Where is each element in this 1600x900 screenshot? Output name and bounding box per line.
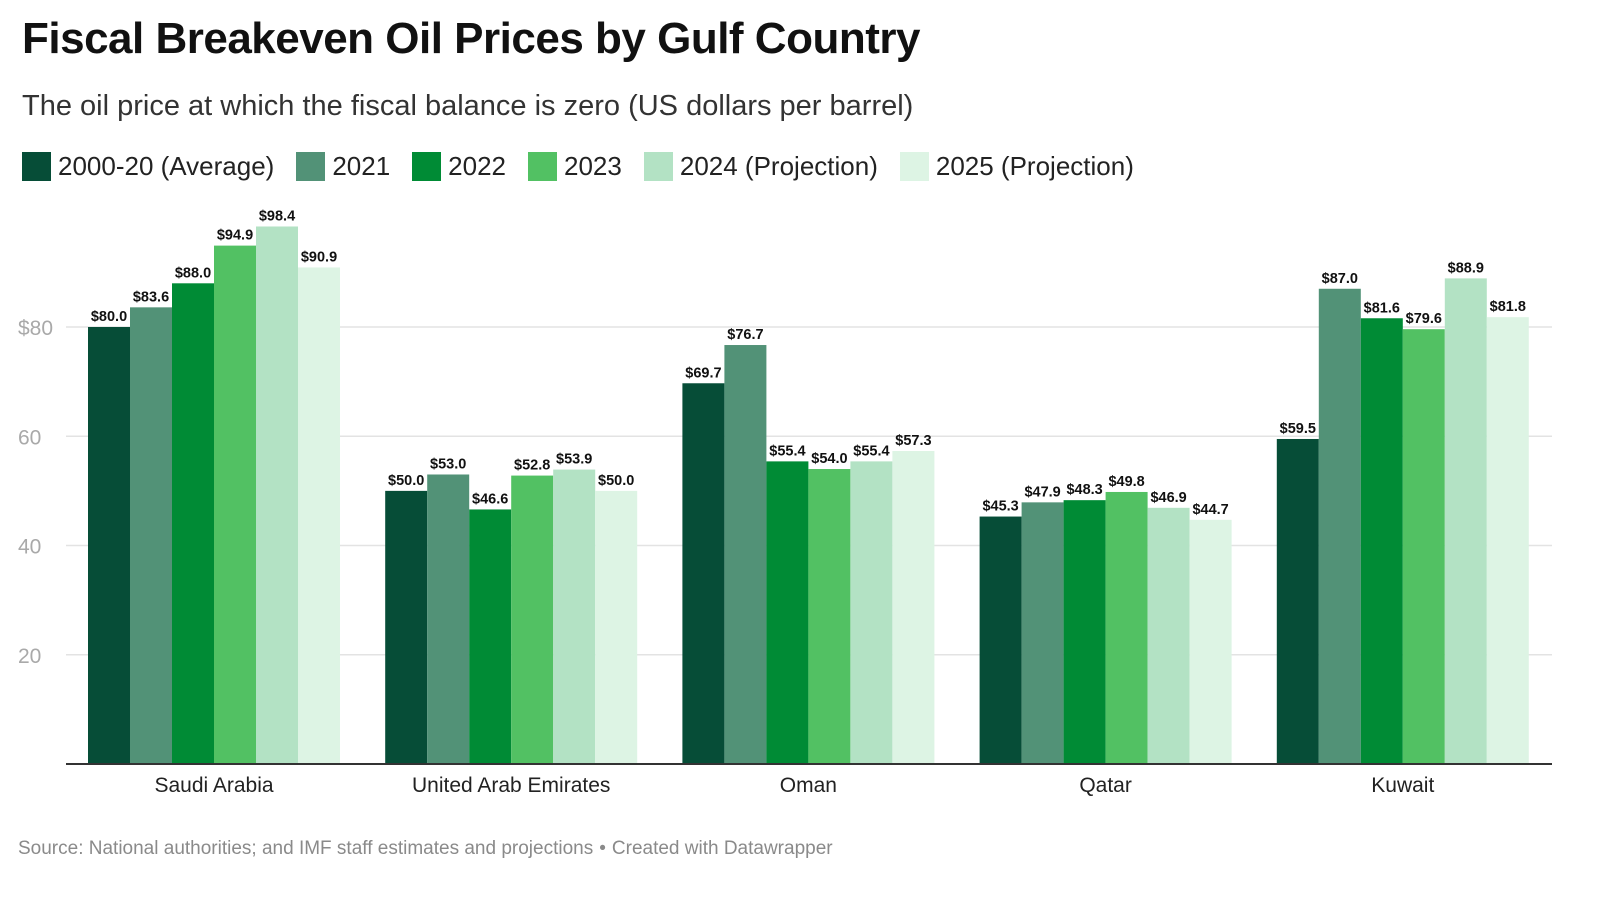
bar-value-label: $90.9 [301,249,337,265]
y-tick-label: $80 [18,317,53,340]
bar-value-label: $44.7 [1192,502,1228,518]
bar [1189,519,1232,764]
chart-subtitle: The oil price at which the fiscal balanc… [22,90,914,122]
x-category-label: Kuwait [1371,774,1434,797]
bar [298,267,340,764]
bar-value-label: $54.0 [811,451,847,467]
bar [1444,278,1487,764]
bar-value-label: $45.3 [982,499,1018,515]
bar [1276,438,1319,764]
bar-value-label: $46.9 [1150,490,1186,506]
bar [1318,288,1361,764]
bar [511,475,554,764]
x-category-label: Qatar [1079,774,1132,797]
bar-value-label: $88.0 [175,265,211,281]
bar-value-label: $57.3 [895,433,931,449]
legend-swatch [296,151,326,181]
bar [1021,502,1064,764]
bar [172,283,214,764]
chart-legend: 2000-20 (Average) 2021 2022 2023 2024 (P… [22,148,1156,184]
bar-value-label: $88.9 [1448,260,1484,276]
legend-swatch [643,151,673,181]
bar [1063,500,1106,764]
legend-swatch [528,151,558,181]
y-tick-label: 40 [18,536,41,559]
bar-value-label: $69.7 [685,365,721,381]
bar [385,490,428,764]
y-tick-label: 60 [18,426,41,449]
legend-swatch [22,151,51,181]
bar-value-label: $80.0 [91,309,127,325]
legend-item-2021: 2021 [296,151,390,182]
bar [1486,317,1529,764]
bar [1147,507,1190,764]
bar-value-label: $53.9 [556,452,592,468]
bar-value-label: $81.8 [1490,299,1526,315]
bar [256,226,298,765]
bar-value-label: $50.0 [388,473,424,489]
bar-value-label: $81.6 [1364,300,1400,316]
bar-value-label: $50.0 [598,473,634,489]
bar-value-label: $48.3 [1066,482,1102,498]
bar-value-label: $98.4 [259,208,295,224]
legend-label: 2025 (Projection) [935,150,1134,181]
bar-value-label: $83.6 [133,289,169,305]
bar [553,469,596,764]
bar-value-label: $55.4 [769,443,805,459]
legend-swatch [412,151,442,181]
legend-item-2024-projection: 2024 (Projection) [643,150,878,182]
legend-label: 2022 [448,150,507,181]
legend-label: 2021 [332,150,391,181]
bar-value-label: $76.7 [727,327,763,343]
credit-note: Created with Datawrapper [611,838,833,859]
x-category-label: United Arab Emirates [412,774,610,797]
bar [850,461,893,764]
bar [724,345,767,764]
bar [88,327,130,764]
bar [1360,318,1403,764]
bar-value-label: $47.9 [1024,484,1060,500]
chart-footer: Source: National authorities; and IMF st… [18,838,833,860]
bar-value-label: $49.8 [1108,474,1144,490]
bar [130,307,172,764]
bar-value-label: $55.4 [853,443,889,459]
bar-value-label: $87.0 [1322,271,1358,287]
legend-item-2023: 2023 [528,151,622,182]
chart-title: Fiscal Breakeven Oil Prices by Gulf Coun… [22,14,920,63]
legend-label: 2024 (Projection) [679,150,878,181]
bar [766,461,809,764]
y-tick-label: 20 [18,645,41,668]
bar [979,516,1022,764]
x-category-label: Saudi Arabia [154,774,273,797]
bar [214,245,256,764]
bar [892,450,935,764]
bar [469,509,512,764]
bar [1402,329,1445,764]
bar-value-label: $52.8 [514,458,550,474]
source-note: Source: National authorities; and IMF st… [18,838,594,859]
bar [1105,491,1148,764]
footer-separator: • [599,838,606,859]
legend-item-2000-20-average: 2000-20 (Average) [22,151,274,182]
bar-value-label: $79.6 [1406,311,1442,327]
legend-item-2025-projection: 2025 (Projection) [899,150,1134,182]
legend-label: 2000-20 (Average) [58,150,275,181]
bar-value-label: $59.5 [1280,421,1316,437]
x-category-label: Oman [780,774,837,797]
bar-chart-plot: 20 40 60 $80 $80.0 $83.6 $88.0 $94.9 $98.4 $90.9 S… [18,208,1552,797]
legend-swatch [899,151,929,181]
bar-value-label: $53.0 [430,456,466,472]
legend-item-2022: 2022 [412,151,506,182]
bar [808,469,851,764]
bar [682,383,725,764]
bar [595,490,638,764]
bar-value-label: $46.6 [472,491,508,507]
legend-label: 2023 [564,150,622,181]
bar [427,474,470,764]
bar-value-label: $94.9 [217,228,253,244]
